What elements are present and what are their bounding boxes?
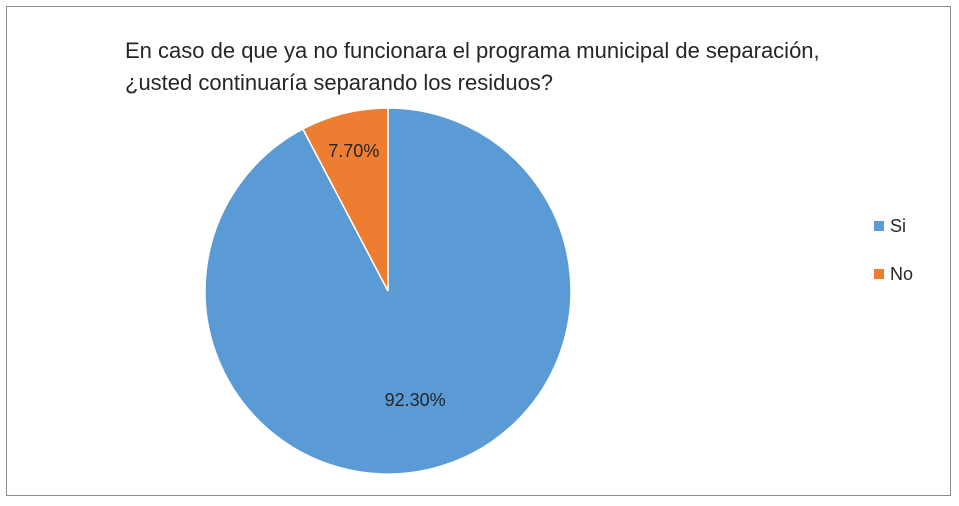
- legend: Si No: [874, 214, 913, 310]
- legend-swatch-si: [874, 221, 884, 231]
- pie-slice-si: [204, 107, 572, 475]
- legend-label-si: Si: [890, 215, 907, 236]
- pie-slice-no: [301, 107, 389, 292]
- legend-item-si: Si: [874, 214, 913, 238]
- legend-label-no: No: [890, 263, 914, 284]
- data-label-si: 92.30%: [385, 390, 446, 410]
- legend-swatch-no: [874, 269, 884, 279]
- data-label-no: 7.70%: [328, 141, 379, 161]
- legend-item-no: No: [874, 262, 913, 286]
- chart-title: En caso de que ya no funcionara el progr…: [125, 38, 820, 95]
